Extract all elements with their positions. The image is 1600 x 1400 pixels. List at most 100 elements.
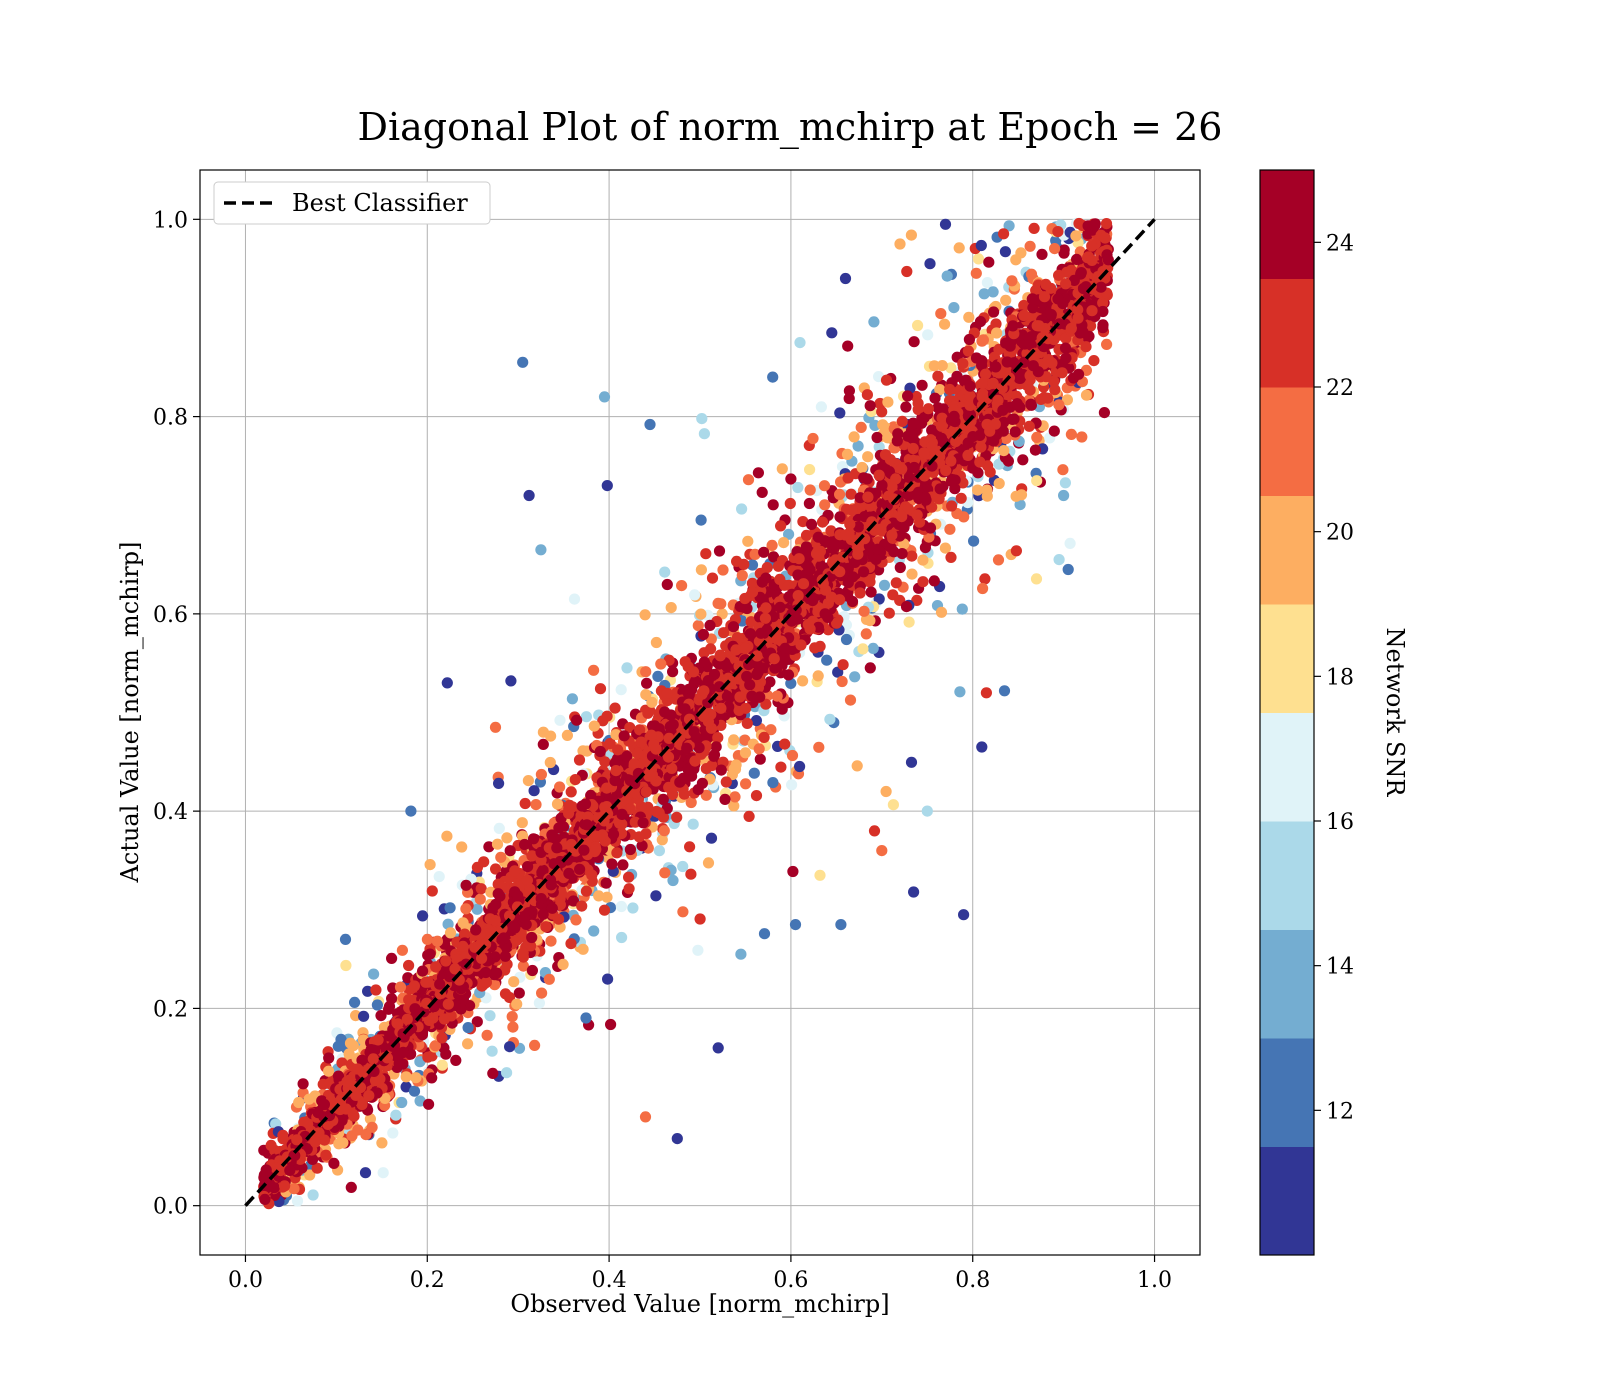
scatter-point (671, 811, 683, 823)
scatter-point (641, 677, 653, 689)
scatter-point (606, 858, 618, 870)
scatter-point (379, 1092, 391, 1104)
scatter-point (728, 734, 740, 746)
scatter-point (698, 656, 711, 668)
scatter-point (639, 609, 651, 621)
scatter-point (1025, 398, 1037, 410)
scatter-point (865, 586, 877, 598)
scatter-point (906, 568, 918, 580)
scatter-point (378, 1021, 390, 1033)
scatter-point (955, 492, 967, 504)
scatter-point (1010, 545, 1023, 557)
scatter-point (677, 906, 689, 918)
scatter-point (1049, 384, 1061, 396)
scatter-point (977, 334, 990, 346)
scatter-point (976, 377, 989, 389)
scatter-point (813, 741, 825, 753)
scatter-point (533, 997, 546, 1009)
scatter-point (689, 675, 702, 687)
scatter-point (440, 1048, 452, 1060)
scatter-point (417, 965, 429, 977)
scatter-point (509, 865, 521, 877)
scatter-point (912, 319, 924, 332)
scatter-point (423, 1098, 435, 1110)
scatter-point (457, 940, 469, 953)
scatter-point (493, 822, 505, 835)
scatter-point (834, 488, 846, 500)
scatter-point (615, 684, 627, 696)
scatter-point (408, 1085, 421, 1097)
scatter-point (974, 316, 987, 328)
scatter-point (962, 449, 974, 461)
scatter-point (371, 999, 383, 1011)
scatter-point (977, 582, 989, 595)
scatter-point (896, 463, 908, 475)
scatter-point (554, 781, 566, 793)
scatter-point (941, 270, 953, 282)
scatter-point (519, 838, 531, 851)
scatter-point (491, 838, 504, 850)
scatter-point (495, 851, 507, 863)
scatter-point (375, 1010, 387, 1022)
scatter-point (394, 981, 407, 993)
scatter-point (937, 403, 949, 415)
scatter-point (784, 497, 796, 510)
scatter-point (471, 1016, 483, 1028)
scatter-point (815, 401, 828, 413)
scatter-point (403, 959, 415, 972)
scatter-point (1014, 499, 1026, 511)
scatter-point (545, 935, 557, 947)
scatter-point (768, 551, 780, 563)
scatter-point (504, 845, 516, 857)
scatter-point (917, 576, 929, 588)
scatter-point (911, 509, 923, 521)
scatter-point (1027, 309, 1039, 322)
scatter-point (519, 797, 531, 810)
scatter-point (950, 436, 962, 448)
scatter-point (1015, 489, 1028, 501)
scatter-point (901, 265, 913, 278)
scatter-point (1070, 230, 1082, 242)
scatter-point (517, 947, 529, 959)
scatter-point (846, 595, 859, 608)
scatter-point (919, 542, 932, 554)
scatter-point (946, 500, 958, 512)
scatter-point (692, 620, 704, 632)
scatter-point (871, 431, 883, 444)
scatter-point (753, 743, 765, 755)
scatter-point (652, 670, 664, 683)
scatter-point (1101, 338, 1113, 350)
scatter-point (527, 833, 540, 845)
scatter-point (565, 938, 577, 950)
scatter-point (900, 401, 912, 413)
scatter-point (783, 591, 795, 603)
scatter-point (890, 577, 902, 589)
scatter-point (728, 763, 740, 775)
scatter-point (751, 650, 763, 662)
scatter-point (567, 895, 580, 907)
scatter-point (818, 480, 831, 492)
scatter-point (511, 998, 523, 1010)
scatter-point (891, 435, 903, 447)
scatter-point (855, 421, 867, 433)
scatter-point (743, 810, 755, 823)
scatter-point (979, 573, 991, 585)
scatter-point (612, 744, 624, 756)
scatter-point (507, 1021, 519, 1033)
scatter-point (1004, 340, 1016, 352)
scatter-point (882, 396, 894, 408)
scatter-point (907, 433, 919, 445)
scatter-point (936, 360, 948, 372)
scatter-point (526, 850, 538, 862)
scatter-point (566, 693, 579, 705)
scatter-point (624, 843, 637, 856)
scatter-point (987, 286, 999, 298)
scatter-point (1015, 247, 1027, 259)
scatter-point (922, 329, 934, 341)
scatter-point (756, 486, 768, 498)
scatter-point (607, 828, 620, 840)
scatter-point (323, 1052, 335, 1064)
scatter-point (894, 561, 906, 574)
scatter-point (400, 1071, 412, 1083)
